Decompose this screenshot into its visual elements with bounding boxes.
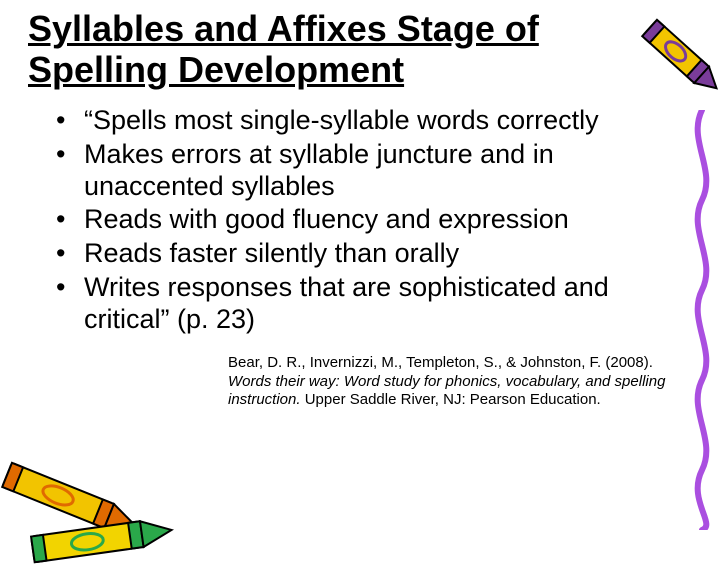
- crayon-icon: [22, 498, 192, 578]
- list-item: Reads faster silently than orally: [56, 238, 692, 270]
- list-item: Reads with good fluency and expression: [56, 204, 692, 236]
- list-item: “Spells most single-syllable words corre…: [56, 105, 692, 137]
- list-item: Makes errors at syllable juncture and in…: [56, 139, 692, 203]
- citation: Bear, D. R., Invernizzi, M., Templeton, …: [228, 354, 688, 410]
- page-title: Syllables and Affixes Stage of Spelling …: [28, 8, 692, 91]
- crayon-icon: [620, 0, 720, 114]
- citation-publisher: Upper Saddle River, NJ: Pearson Educatio…: [305, 391, 601, 408]
- citation-authors: Bear, D. R., Invernizzi, M., Templeton, …: [228, 354, 653, 371]
- squiggle-icon: [682, 110, 720, 530]
- bullet-list: “Spells most single-syllable words corre…: [28, 105, 692, 336]
- list-item: Writes responses that are sophisticated …: [56, 272, 692, 336]
